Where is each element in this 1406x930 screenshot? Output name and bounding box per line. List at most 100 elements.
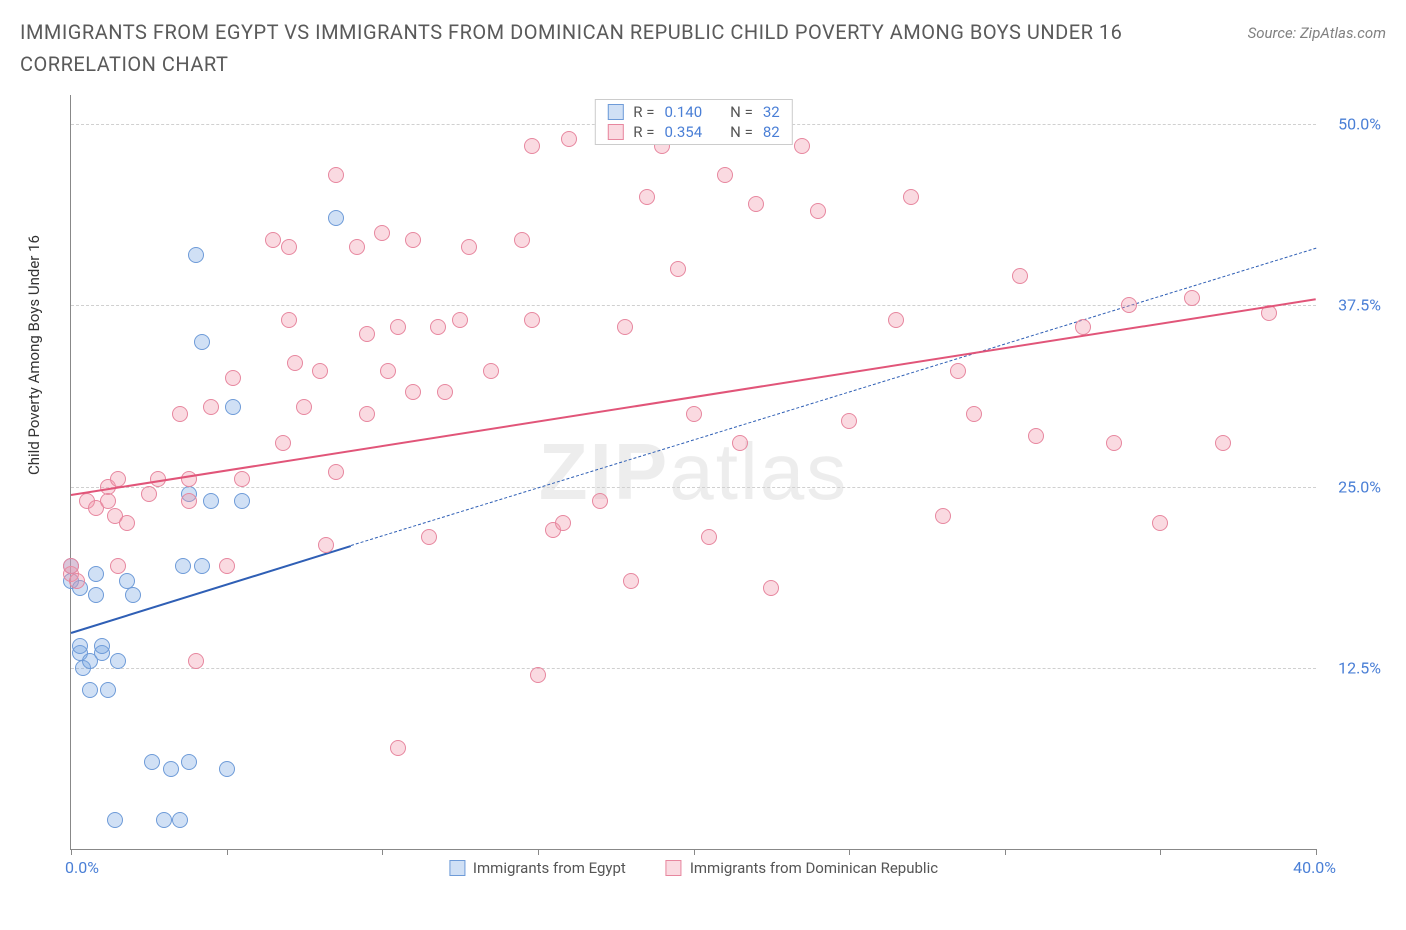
scatter-point <box>163 761 179 777</box>
r-value: 0.354 <box>664 123 702 141</box>
plot-area: ZIPatlas R = 0.140 N = 32 R = 0.354 N = … <box>70 95 1316 850</box>
scatter-point <box>524 138 540 154</box>
scatter-point <box>966 406 982 422</box>
swatch-icon <box>666 860 682 876</box>
legend-series: Immigrants from Egypt Immigrants from Do… <box>449 859 938 877</box>
scatter-point <box>328 210 344 226</box>
scatter-point <box>281 312 297 328</box>
scatter-point <box>265 232 281 248</box>
x-tick <box>382 849 383 855</box>
scatter-point <box>359 406 375 422</box>
scatter-point <box>110 558 126 574</box>
scatter-point <box>125 587 141 603</box>
scatter-point <box>275 435 291 451</box>
scatter-point <box>94 638 110 654</box>
scatter-point <box>561 131 577 147</box>
legend-row-series-1: R = 0.354 N = 82 <box>595 122 791 142</box>
scatter-point <box>318 537 334 553</box>
scatter-point <box>841 413 857 429</box>
scatter-point <box>234 493 250 509</box>
scatter-point <box>405 384 421 400</box>
scatter-point <box>748 196 764 212</box>
y-axis-label: Child Poverty Among Boys Under 16 <box>25 235 43 475</box>
y-tick-label: 12.5% <box>1338 658 1381 677</box>
scatter-point <box>670 261 686 277</box>
trend-line <box>351 247 1316 545</box>
legend-item: Immigrants from Egypt <box>449 859 626 877</box>
scatter-point <box>203 493 219 509</box>
scatter-point <box>430 319 446 335</box>
scatter-point <box>287 355 303 371</box>
scatter-point <box>219 558 235 574</box>
scatter-point <box>686 406 702 422</box>
gridline <box>71 487 1316 488</box>
x-tick <box>1005 849 1006 855</box>
scatter-point <box>530 667 546 683</box>
scatter-point <box>390 740 406 756</box>
scatter-point <box>437 384 453 400</box>
swatch-icon <box>449 860 465 876</box>
scatter-point <box>72 638 88 654</box>
scatter-point <box>617 319 633 335</box>
scatter-point <box>514 232 530 248</box>
scatter-point <box>110 653 126 669</box>
trend-line <box>71 545 352 634</box>
scatter-point <box>1106 435 1122 451</box>
r-label: R = <box>633 123 654 141</box>
scatter-point <box>483 363 499 379</box>
scatter-point <box>349 239 365 255</box>
scatter-point <box>69 573 85 589</box>
r-label: R = <box>633 103 654 121</box>
scatter-point <box>88 566 104 582</box>
scatter-point <box>175 558 191 574</box>
legend-item: Immigrants from Dominican Republic <box>666 859 938 877</box>
scatter-point <box>119 515 135 531</box>
scatter-point <box>194 558 210 574</box>
scatter-point <box>1184 290 1200 306</box>
x-tick <box>71 849 72 855</box>
n-value: 32 <box>763 103 780 121</box>
scatter-point <box>555 515 571 531</box>
scatter-point <box>100 682 116 698</box>
scatter-point <box>188 247 204 263</box>
r-value: 0.140 <box>664 103 702 121</box>
scatter-point <box>950 363 966 379</box>
scatter-point <box>1121 297 1137 313</box>
chart-source: Source: ZipAtlas.com <box>1248 24 1386 42</box>
scatter-point <box>701 529 717 545</box>
scatter-point <box>639 189 655 205</box>
swatch-icon <box>607 124 623 140</box>
scatter-point <box>380 363 396 379</box>
x-tick <box>1160 849 1161 855</box>
scatter-point <box>524 312 540 328</box>
x-tick <box>538 849 539 855</box>
scatter-point <box>717 167 733 183</box>
x-axis-max-label: 40.0% <box>1293 858 1336 877</box>
scatter-point <box>141 486 157 502</box>
scatter-point <box>181 754 197 770</box>
scatter-point <box>328 464 344 480</box>
x-tick <box>849 849 850 855</box>
x-tick <box>694 849 695 855</box>
scatter-point <box>172 406 188 422</box>
swatch-icon <box>607 104 623 120</box>
scatter-point <box>312 363 328 379</box>
n-label: N = <box>730 103 753 121</box>
scatter-point <box>188 653 204 669</box>
scatter-point <box>794 138 810 154</box>
scatter-point <box>452 312 468 328</box>
legend-correlation: R = 0.140 N = 32 R = 0.354 N = 82 <box>594 99 792 145</box>
scatter-point <box>810 203 826 219</box>
scatter-point <box>82 682 98 698</box>
chart-container: Child Poverty Among Boys Under 16 ZIPatl… <box>20 95 1386 900</box>
y-tick-label: 37.5% <box>1338 296 1381 315</box>
y-tick-label: 50.0% <box>1338 115 1381 134</box>
scatter-point <box>405 232 421 248</box>
scatter-point <box>88 587 104 603</box>
scatter-point <box>203 399 219 415</box>
scatter-point <box>763 580 779 596</box>
scatter-point <box>281 239 297 255</box>
scatter-point <box>234 471 250 487</box>
legend-label: Immigrants from Dominican Republic <box>690 859 938 877</box>
scatter-point <box>1215 435 1231 451</box>
